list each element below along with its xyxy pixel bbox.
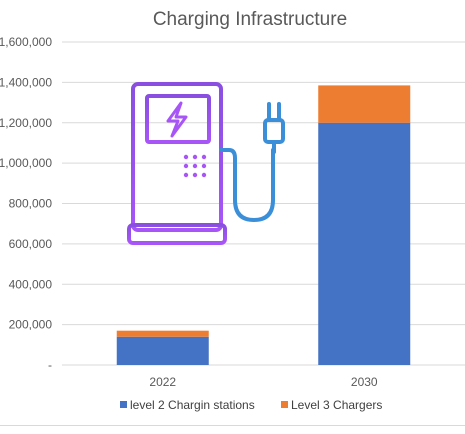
legend-label: Level 3 Chargers <box>291 398 382 412</box>
x-tick-label: 2022 <box>149 375 176 389</box>
chart-bottom-border <box>0 425 465 426</box>
bar-segment <box>318 122 411 365</box>
legend-swatch <box>120 401 127 408</box>
bars <box>116 85 411 365</box>
x-axis: 2022 2030 <box>149 375 378 389</box>
y-tick-label: 1,600,000 <box>0 35 52 49</box>
bar-segment <box>116 330 209 337</box>
ev-charging-station-icon <box>127 82 285 245</box>
gridlines <box>62 41 465 366</box>
y-tick-label: 1,200,000 <box>0 116 52 130</box>
y-tick-label: 600,000 <box>9 237 53 251</box>
legend: level 2 Chargin stations Level 3 Chargers <box>120 398 382 412</box>
x-tick-label: 2030 <box>351 375 378 389</box>
y-tick-label: 1,000,000 <box>0 156 52 170</box>
chart-title: Charging Infrastructure <box>153 9 347 30</box>
y-tick-label: 800,000 <box>9 197 53 211</box>
bar-segment <box>318 85 411 123</box>
y-tick-label: 400,000 <box>9 277 53 291</box>
y-tick-label: 1,400,000 <box>0 75 52 89</box>
legend-label: level 2 Chargin stations <box>130 398 255 412</box>
bar-segment <box>116 336 209 365</box>
y-tick-label: - <box>48 358 52 372</box>
y-tick-label: 200,000 <box>9 318 53 332</box>
y-axis: - 200,000 400,000 600,000 800,000 1,000,000 1,… <box>0 35 52 372</box>
legend-swatch <box>281 401 288 408</box>
